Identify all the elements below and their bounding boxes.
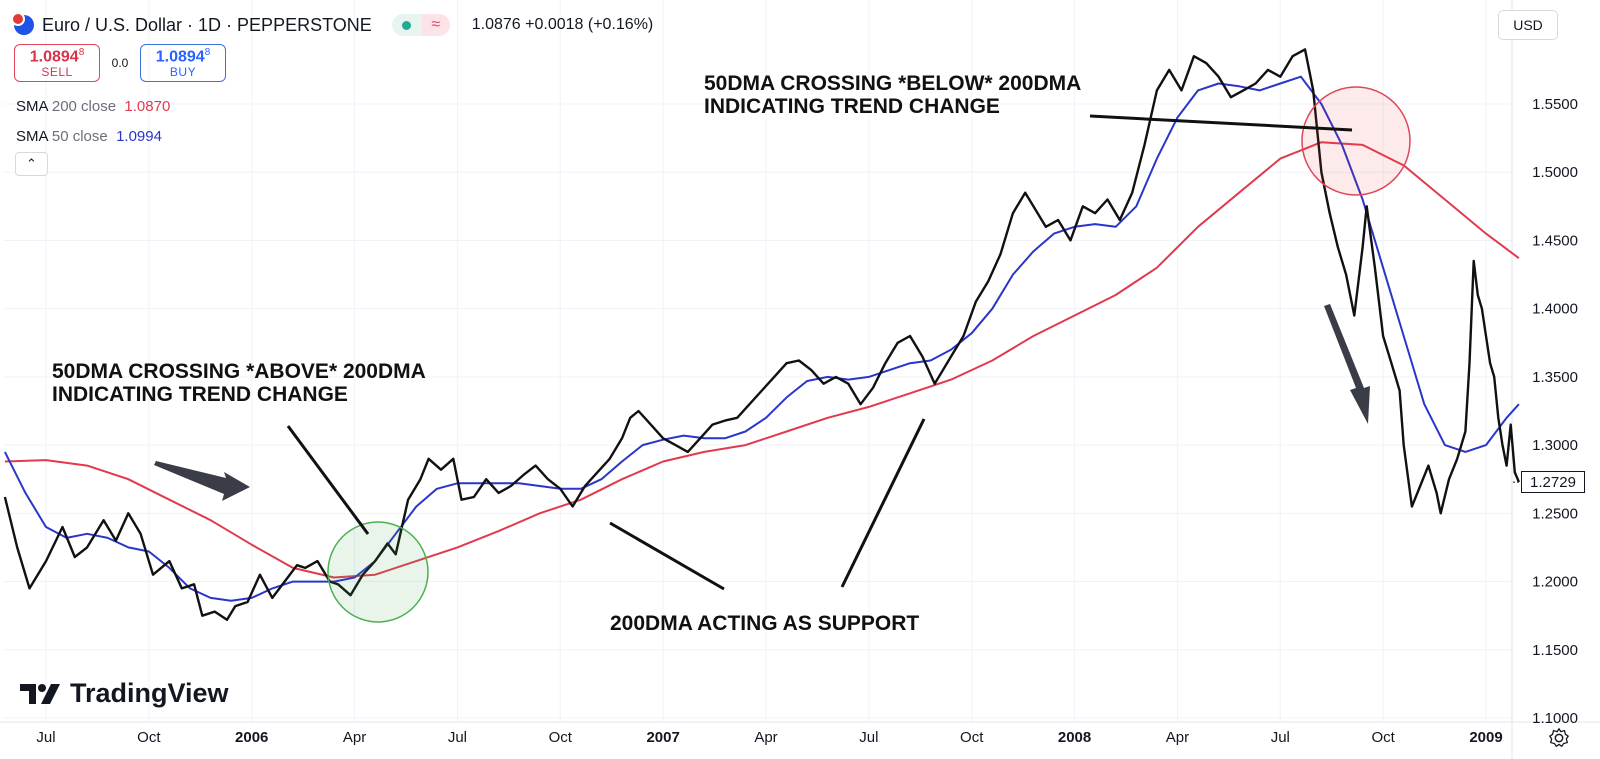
currency-selector[interactable]: USD (1498, 10, 1558, 40)
y-tick-label: 1.1000 (1532, 710, 1578, 727)
sma-200-line (4, 141, 1520, 579)
trend-arrow-down (1324, 304, 1370, 424)
trendline-top (1089, 114, 1353, 132)
last-price: 1.0876 (471, 16, 521, 33)
indicator-value: 1.0994 (116, 128, 162, 145)
y-tick-label: 1.5500 (1532, 96, 1578, 113)
chart-header: Euro / U.S. Dollar · 1D · PEPPERSTONE ≈ … (11, 12, 653, 38)
pointer-line-above (286, 425, 370, 535)
approx-wave-icon: ≈ (421, 14, 450, 36)
indicator-sma-200[interactable]: SMA 200 close 1.0870 (16, 98, 170, 115)
y-tick-label: 1.3000 (1532, 437, 1578, 454)
indicator-sma-50[interactable]: SMA 50 close 1.0994 (16, 128, 162, 145)
last-price-readout: 1.0876 +0.0018 (+0.16%) (472, 16, 653, 34)
sell-price: 1.0894 (29, 47, 79, 65)
indicator-name: SMA (16, 128, 48, 145)
x-tick-label: 2009 (1469, 729, 1502, 746)
x-tick-label: Oct (137, 729, 161, 746)
tradingview-logo-icon (20, 683, 60, 704)
y-tick-label: 1.3500 (1532, 369, 1578, 386)
trade-panel: 1.08948 SELL 0.0 1.08948 BUY (14, 44, 226, 82)
y-tick-label: 1.4500 (1532, 232, 1578, 249)
price-change: +0.0018 (+0.16%) (525, 16, 654, 33)
x-tick-label: Apr (754, 729, 777, 746)
y-tick-label: 1.2500 (1532, 505, 1578, 522)
eur-usd-flag-icon (11, 12, 34, 35)
x-tick-label: Oct (1371, 729, 1395, 746)
buy-label: BUY (169, 64, 197, 79)
y-tick-label: 1.2000 (1532, 574, 1578, 591)
chevron-up-icon: ⌃ (26, 156, 37, 171)
sell-price-sup: 8 (78, 46, 85, 58)
annotation-below-cross: 50DMA CROSSING *BELOW* 200DMA INDICATING… (704, 72, 1086, 118)
x-tick-label: Apr (1166, 729, 1189, 746)
x-tick-label: 2007 (646, 729, 679, 746)
bearish-cross-circle (1301, 86, 1411, 196)
y-tick-label: 1.4000 (1532, 301, 1578, 318)
symbol-title[interactable]: Euro / U.S. Dollar · 1D · PEPPERSTONE (42, 14, 372, 35)
y-tick-label: 1.5000 (1532, 164, 1578, 181)
x-tick-label: 2006 (235, 729, 268, 746)
pointer-line-support-right (840, 418, 926, 588)
x-tick-label: Oct (549, 729, 573, 746)
x-tick-label: Jul (1271, 729, 1290, 746)
indicator-params: 50 close (51, 128, 108, 145)
indicator-name: SMA (16, 98, 48, 115)
sma-50-line (4, 75, 1520, 602)
indicator-params: 200 close (51, 98, 117, 115)
x-tick-label: Jul (448, 729, 467, 746)
x-tick-label: Jul (859, 729, 878, 746)
indicator-value: 1.0870 (124, 98, 171, 115)
sell-label: SELL (41, 64, 73, 79)
annotation-support: 200DMA ACTING AS SUPPORT (610, 612, 919, 635)
current-price-label: 1.2729 (1521, 471, 1585, 494)
gear-icon[interactable] (1548, 727, 1570, 749)
x-tick-label: 2008 (1058, 729, 1091, 746)
x-tick-label: Apr (343, 729, 366, 746)
buy-price: 1.0894 (155, 47, 205, 65)
pointer-line-support-left (609, 521, 725, 591)
tradingview-logo[interactable]: TradingView (18, 678, 229, 709)
x-tick-label: Oct (960, 729, 984, 746)
price-line (3, 48, 1521, 621)
buy-button[interactable]: 1.08948 BUY (140, 44, 226, 82)
watermark-text: TradingView (70, 678, 229, 708)
x-tick-label: Jul (36, 729, 55, 746)
status-pill[interactable]: ≈ (391, 14, 450, 36)
y-tick-label: 1.1500 (1532, 642, 1578, 659)
market-open-dot-icon (391, 14, 422, 36)
annotation-above-cross: 50DMA CROSSING *ABOVE* 200DMA INDICATING… (52, 360, 431, 406)
spread-value: 0.0 (111, 56, 129, 70)
trend-arrow-left (154, 461, 250, 501)
sell-button[interactable]: 1.08948 SELL (14, 44, 100, 82)
buy-price-sup: 8 (204, 46, 211, 58)
bullish-cross-circle (327, 521, 429, 623)
collapse-legend-button[interactable]: ⌃ (15, 152, 48, 176)
